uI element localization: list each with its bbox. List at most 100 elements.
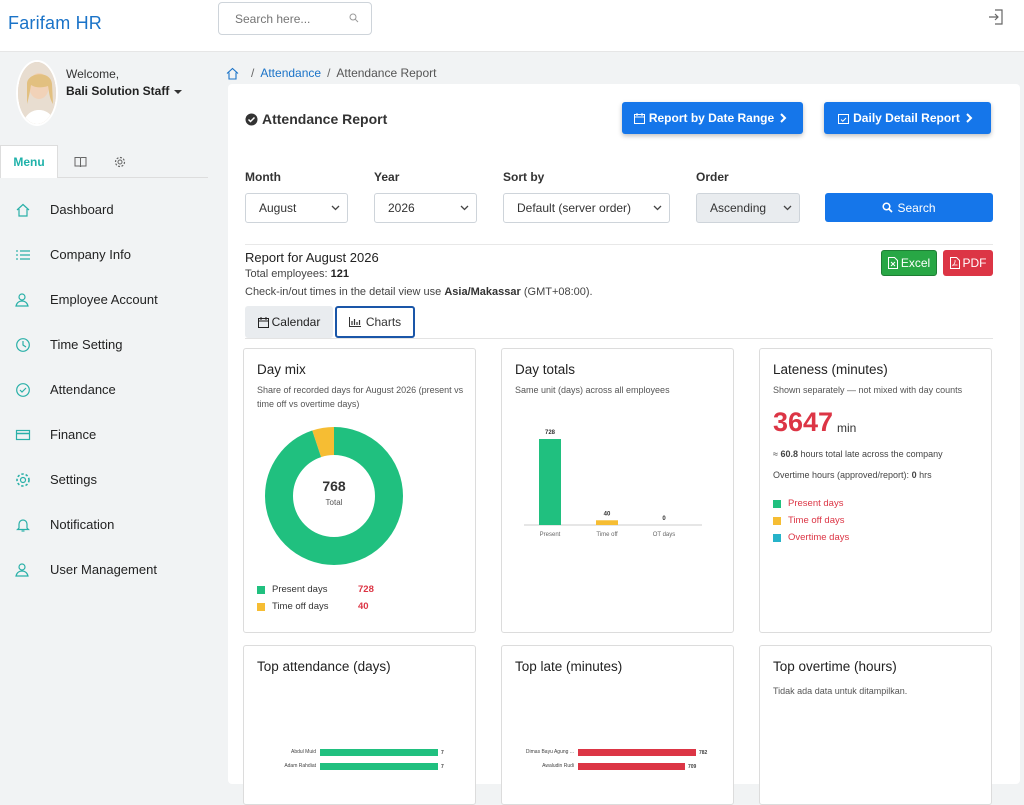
sidebar-item-label: Notification	[50, 517, 115, 532]
x-tick-label: Time off	[596, 532, 618, 538]
month-label: Month	[245, 170, 281, 184]
lateness-subtitle: Shown separately — not mixed with day co…	[773, 385, 963, 395]
sidebar-item-dashboard[interactable]: Dashboard	[0, 187, 226, 232]
sidebar-item-label: Attendance	[50, 382, 116, 397]
timezone-note: Check-in/out times in the detail view us…	[245, 286, 593, 298]
approx-symbol: ≈	[773, 449, 778, 459]
overtime-hours-label: Overtime hours (approved/report):	[773, 470, 910, 480]
search-icon[interactable]	[349, 13, 359, 23]
breadcrumb-link-attendance[interactable]: Attendance	[260, 66, 322, 80]
tab-charts-label: Charts	[365, 315, 402, 329]
donut-center-label: Total	[326, 498, 343, 507]
order-label: Order	[696, 170, 729, 184]
sidebar-item-label: Company Info	[50, 247, 131, 262]
gear-icon	[114, 156, 126, 167]
report-by-date-range-button[interactable]: Report by Date Range	[622, 102, 803, 134]
excel-button[interactable]: Excel	[881, 250, 937, 276]
overtime-hours-value: 0	[911, 470, 917, 480]
user-icon	[15, 293, 29, 307]
bar-value-label: 7	[441, 750, 444, 756]
sidebar-item-attendance[interactable]: Attendance	[0, 367, 226, 412]
welcome-text: Welcome,	[66, 67, 120, 81]
month-select[interactable]: August	[245, 193, 348, 223]
search-input[interactable]	[235, 3, 355, 34]
top-overtime-title: Top overtime (hours)	[773, 659, 897, 674]
brand-logo[interactable]: Farifam HR	[8, 13, 103, 33]
legend-swatch	[257, 585, 265, 594]
chevron-down-icon	[653, 205, 662, 211]
legend-present-days: Present days 728	[257, 584, 374, 595]
sidebar: Welcome, Bali Solution Staff Menu Dashbo…	[0, 52, 226, 768]
gear-icon	[16, 473, 30, 487]
clock-icon	[16, 338, 30, 352]
lateness-panel: Lateness (minutes) Shown separately — no…	[759, 348, 992, 633]
tab-menu[interactable]: Menu	[0, 145, 58, 178]
tab-calendar-label: Calendar	[271, 315, 321, 329]
sidebar-item-notification[interactable]: Notification	[0, 502, 226, 547]
year-select-value: 2026	[388, 201, 415, 215]
report-by-date-range-label: Report by Date Range	[648, 111, 775, 125]
day-totals-subtitle: Same unit (days) across all employees	[515, 385, 670, 395]
day-mix-donut-chart: 768 Total	[265, 427, 403, 565]
report-title: Report for August 2026	[245, 250, 379, 265]
bar-category-label: Awaludin Rudi	[542, 763, 574, 769]
tab-calendar[interactable]: Calendar	[245, 306, 333, 338]
sidebar-item-label: User Management	[50, 562, 157, 577]
top-overtime-panel: Top overtime (hours) Tidak ada data untu…	[759, 645, 992, 805]
search-button-label: Search	[897, 200, 936, 215]
sidebar-item-user-management[interactable]: User Management	[0, 547, 226, 592]
sidebar-item-employee-account[interactable]: Employee Account	[0, 277, 226, 322]
main-content: / Attendance / Attendance Report Attenda…	[226, 52, 1024, 805]
page-title-text: Attendance Report	[262, 111, 388, 127]
legend-swatch	[257, 602, 265, 611]
lateness-hours: ≈ 60.8 hours total late across the compa…	[773, 449, 943, 459]
file-excel-icon	[887, 257, 898, 269]
year-select[interactable]: 2026	[374, 193, 477, 223]
user-menu[interactable]: Bali Solution Staff	[66, 84, 183, 98]
tab-charts[interactable]: Charts	[335, 306, 415, 338]
bar-time-off	[596, 520, 618, 525]
pdf-button[interactable]: PDF	[943, 250, 993, 276]
daily-detail-report-label: Daily Detail Report	[853, 111, 960, 125]
sidebar-item-time-setting[interactable]: Time Setting	[0, 322, 226, 367]
search-box[interactable]	[218, 2, 372, 35]
avatar[interactable]	[16, 60, 58, 126]
chevron-down-icon	[460, 205, 469, 211]
top-overtime-empty: Tidak ada data untuk ditampilkan.	[773, 686, 908, 696]
sidebar-item-company-info[interactable]: Company Info	[0, 232, 226, 277]
legend-time-off-days: Time off days 40	[257, 601, 369, 612]
top-attendance-bar-chart: Abdul Muid 7 Adam Rahdiat 7	[284, 749, 444, 770]
search-button[interactable]: Search	[825, 193, 993, 222]
users-icon	[15, 563, 29, 577]
report-card: Attendance Report Report by Date Range D…	[228, 84, 1020, 805]
order-select[interactable]: Ascending	[696, 193, 800, 223]
tab-book[interactable]	[66, 145, 94, 178]
bar-category-label: Dimas Bayu Agung ...	[526, 749, 574, 755]
sort-by-select[interactable]: Default (server order)	[503, 193, 670, 223]
bell-icon	[16, 519, 30, 532]
tab-settings[interactable]	[106, 145, 134, 178]
bar-category-label: Abdul Muid	[291, 749, 316, 755]
divider	[245, 244, 993, 245]
bar-present	[539, 439, 561, 525]
home-icon	[16, 203, 30, 217]
legend-label: Present days	[788, 498, 844, 509]
bar-1	[320, 763, 438, 770]
sidebar-item-settings[interactable]: Settings	[0, 457, 226, 502]
daily-detail-report-button[interactable]: Daily Detail Report	[824, 102, 991, 134]
tab-divider	[245, 338, 993, 339]
total-employees: Total employees: 121	[245, 268, 349, 280]
overtime-hours: Overtime hours (approved/report): 0 hrs	[773, 470, 932, 480]
excel-button-label: Excel	[900, 256, 931, 270]
x-tick-label: Present	[540, 532, 561, 538]
legend-swatch	[773, 499, 781, 508]
bar-1	[578, 763, 685, 770]
home-icon[interactable]	[226, 67, 239, 80]
sidebar-item-finance[interactable]: Finance	[0, 412, 226, 457]
top-attendance-title: Top attendance (days)	[257, 659, 391, 674]
sidebar-item-label: Time Setting	[50, 337, 123, 352]
logout-icon[interactable]	[987, 8, 1005, 26]
sort-by-select-value: Default (server order)	[517, 201, 632, 215]
breadcrumb-separator: /	[251, 66, 255, 80]
day-totals-bar-chart: 728 Present 40 Time off 0 OT days	[524, 430, 702, 538]
